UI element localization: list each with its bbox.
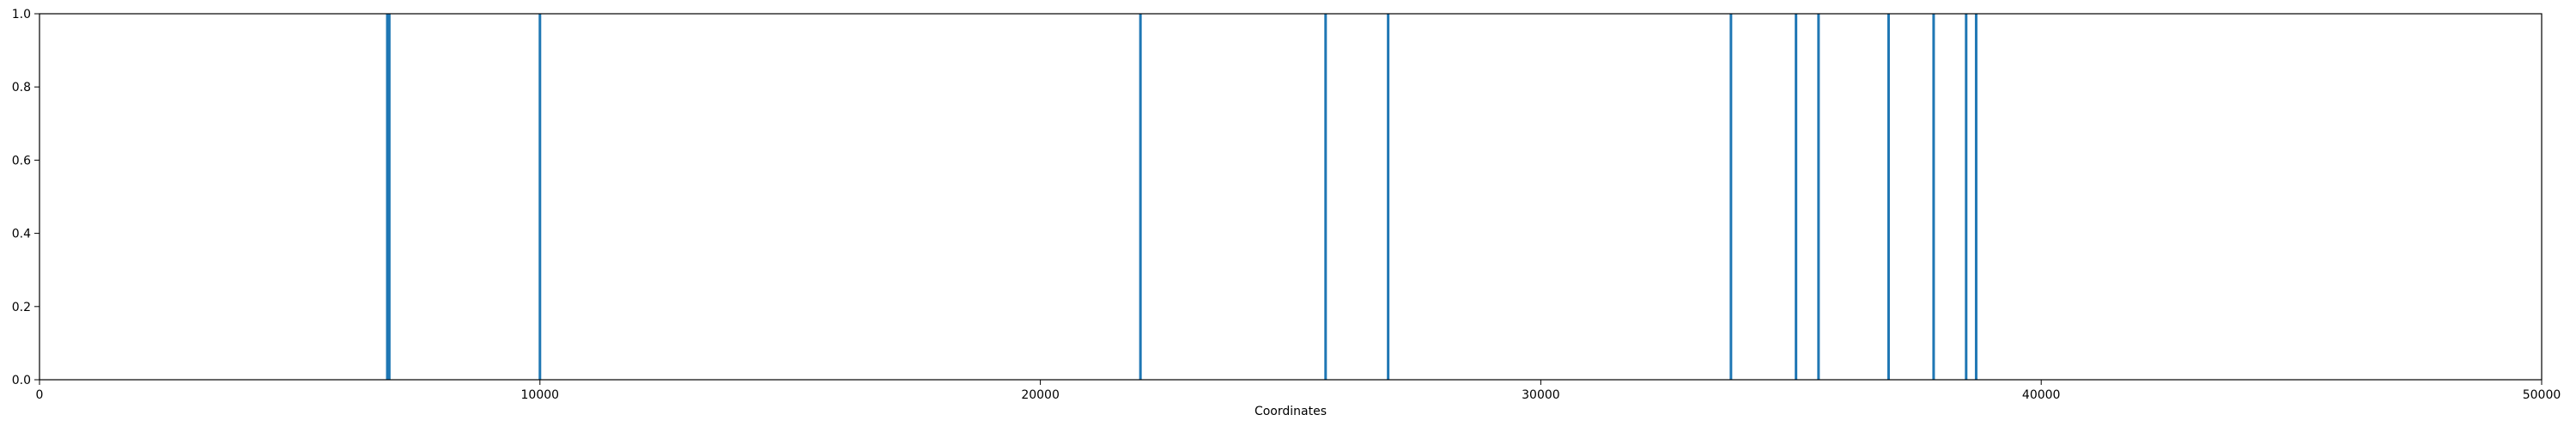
data-bars (386, 14, 1978, 380)
y-tick-label: 0.4 (12, 228, 31, 241)
x-tick-label: 40000 (2022, 388, 2061, 402)
x-tick-label: 10000 (521, 388, 560, 402)
y-tick-label: 0.2 (12, 301, 31, 314)
plot-frame (39, 13, 2543, 381)
x-axis-ticks: 0 10000 20000 30000 40000 50000 (36, 380, 2561, 402)
plot-background (39, 14, 2542, 380)
x-tick-label: 0 (36, 388, 44, 402)
x-axis-label: Coordinates (1255, 405, 1327, 418)
x-tick-label: 20000 (1021, 388, 1060, 402)
y-axis-ticks: 0.0 0.2 0.4 0.6 0.8 1.0 (12, 8, 39, 387)
y-tick-label: 0.0 (12, 374, 31, 387)
y-tick-label: 0.6 (12, 154, 31, 168)
y-tick-label: 0.8 (12, 81, 31, 95)
x-tick-label: 30000 (1522, 388, 1560, 402)
y-tick-label: 1.0 (12, 8, 31, 21)
x-tick-label: 50000 (2523, 388, 2561, 402)
